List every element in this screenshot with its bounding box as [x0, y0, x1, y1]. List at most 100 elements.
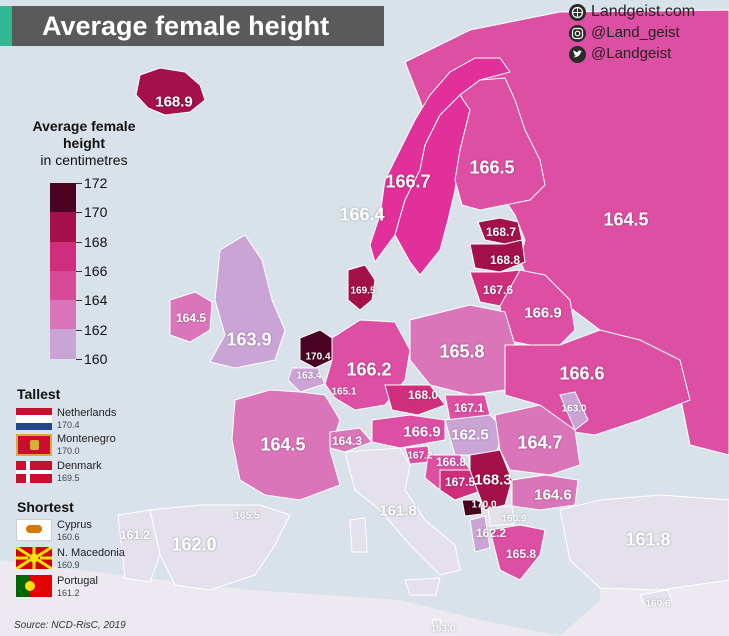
legend-tick-label: 172	[84, 175, 108, 191]
legend-swatch	[50, 270, 76, 301]
region-malta	[431, 618, 442, 627]
brand-site[interactable]: Landgeist.com	[561, 2, 721, 23]
shortest-heading: Shortest	[17, 499, 74, 515]
label-norway: 166.7	[385, 171, 431, 192]
tallest-value-2: 170.0	[57, 446, 80, 456]
legend-swatch	[50, 329, 76, 359]
shortest-value-1: 160.6	[57, 532, 80, 542]
label-france: 164.5	[260, 434, 306, 455]
label-denmark: 169.5	[350, 285, 376, 297]
netherlands-flag-icon	[16, 408, 52, 430]
label-finland: 166.5	[469, 157, 515, 178]
region-belgium	[287, 367, 326, 393]
region-montenegro	[461, 499, 483, 517]
label-portugal: 161.2	[119, 528, 151, 542]
label-north-macedonia: 160.9	[501, 513, 527, 525]
region-italy	[344, 447, 461, 576]
region-albania	[469, 515, 491, 553]
portugal-flag-icon	[16, 575, 52, 597]
legend-tick-label: 166	[84, 262, 108, 279]
region-france	[231, 389, 341, 501]
branding: Landgeist.com @Land_geist @Landgeist	[561, 2, 721, 65]
shortest-country-3: Portugal	[57, 575, 98, 587]
title-banner: Average female height	[0, 6, 384, 46]
legend-tick-label: 162	[84, 321, 108, 338]
region-austria	[371, 414, 446, 449]
region-cyprus	[639, 589, 673, 607]
montenegro-flag-icon	[16, 434, 52, 456]
region-ireland	[169, 291, 213, 343]
label-bosnia: 167.5	[444, 475, 476, 489]
brand-instagram[interactable]: @Land_geist	[561, 23, 721, 44]
label-greece: 165.8	[505, 547, 537, 561]
label-turkey: 161.8	[625, 529, 671, 550]
label-belarus: 166.9	[524, 304, 562, 322]
region-sicily	[404, 577, 441, 596]
legend-title: Average female height in centimetres	[14, 118, 154, 169]
shortest-country-2: N. Macedonia	[57, 547, 125, 559]
legend-title-line1: Average female	[32, 118, 136, 134]
source-note: Source: NCD-RisC, 2019	[14, 620, 126, 631]
shortest-country-1: Cyprus	[57, 519, 92, 531]
legend-color-scale	[50, 183, 76, 359]
label-bulgaria: 164.6	[534, 486, 572, 504]
label-austria: 166.9	[403, 423, 441, 441]
region-latvia	[469, 239, 526, 273]
legend-tick-mark	[76, 212, 82, 214]
legend-swatch	[50, 183, 76, 213]
legend-subtitle: in centimetres	[40, 152, 128, 168]
twitter-icon	[569, 46, 586, 63]
brand-twitter[interactable]: @Landgeist	[561, 44, 721, 65]
label-andorra: 165.5	[234, 510, 260, 522]
tallest-value-1: 170.4	[57, 420, 80, 430]
label-albania: 162.2	[475, 526, 507, 540]
tallest-heading: Tallest	[17, 386, 61, 402]
tallest-value-3: 169.5	[57, 473, 80, 483]
legend-tick-label: 170	[84, 204, 108, 221]
shortest-value-2: 160.9	[57, 560, 80, 570]
tallest-country-2: Montenegro	[57, 433, 116, 445]
region-denmark	[347, 264, 376, 311]
label-russia: 164.5	[603, 209, 649, 230]
region-moldova	[559, 391, 589, 431]
label-luxembourg: 165.1	[331, 386, 357, 398]
tallest-country-3: Denmark	[57, 460, 102, 472]
label-slovakia: 167.1	[453, 401, 485, 415]
legend-swatch	[50, 212, 76, 242]
label-latvia: 168.8	[489, 253, 521, 267]
label-iceland: 168.9	[155, 93, 193, 111]
brand-instagram-text: @Land_geist	[591, 24, 680, 41]
label-montenegro: 170.0	[471, 499, 497, 511]
title-accent-bar	[0, 6, 12, 46]
region-portugal	[117, 509, 161, 583]
label-cyprus: 160.6	[645, 598, 671, 610]
legend-tick-mark	[76, 300, 82, 302]
region-finland	[454, 77, 546, 211]
label-switzerland: 164.3	[331, 434, 363, 448]
label-poland: 165.8	[439, 341, 485, 362]
legend-tick-mark	[76, 241, 82, 243]
region-czechia	[384, 384, 446, 416]
north-macedonia-flag-icon	[16, 547, 52, 569]
cyprus-flag-icon	[16, 519, 52, 541]
label-ukraine: 166.6	[559, 363, 605, 384]
label-romania: 164.7	[517, 432, 563, 453]
globe-icon	[569, 4, 586, 21]
region-greece	[489, 524, 546, 581]
label-ireland: 164.5	[175, 311, 207, 325]
brand-site-text: Landgeist.com	[591, 3, 696, 20]
label-uk: 163.9	[226, 329, 272, 350]
legend-tick-mark	[76, 183, 82, 184]
label-germany: 166.2	[346, 359, 392, 380]
page-title: Average female height	[42, 11, 330, 41]
legend-tick-mark	[76, 358, 82, 360]
label-malta: 163.0	[430, 623, 456, 635]
region-north-macedonia	[487, 505, 515, 527]
label-lithuania: 167.6	[482, 283, 514, 297]
instagram-icon	[569, 25, 586, 42]
label-moldova: 163.0	[561, 403, 587, 415]
region-switzerland	[329, 427, 373, 453]
region-sardinia	[349, 517, 368, 553]
label-croatia: 166.8	[435, 455, 467, 469]
